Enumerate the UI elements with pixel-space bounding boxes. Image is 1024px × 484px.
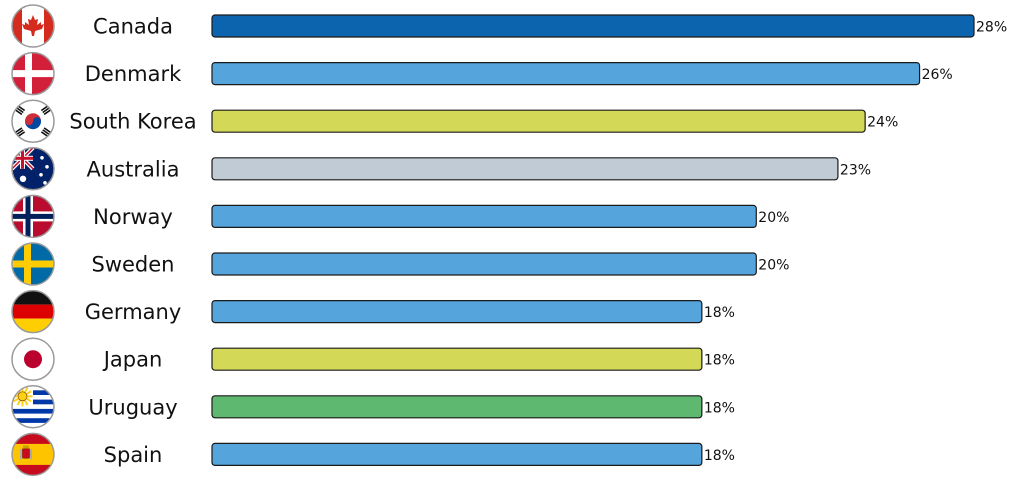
bar-row-germany: Germany 18% [11, 289, 735, 334]
category-label: Norway [93, 205, 173, 229]
spain-flag-icon [11, 432, 55, 477]
category-label: Japan [102, 348, 163, 372]
uruguay-flag-icon [11, 385, 55, 429]
canada-flag-icon [11, 4, 55, 48]
bar [211, 157, 839, 181]
bar [211, 61, 921, 86]
value-label: 23% [840, 162, 871, 178]
value-label: 18% [704, 353, 735, 369]
bar [211, 252, 757, 276]
category-label: South Korea [69, 110, 196, 134]
category-label: Denmark [85, 62, 182, 86]
category-label: Uruguay [88, 395, 177, 419]
bar [211, 300, 703, 324]
bar-row-canada: Canada 28% [11, 4, 1007, 48]
category-label: Sweden [92, 253, 175, 277]
category-label: Germany [85, 300, 182, 324]
bar [211, 204, 757, 228]
bar [211, 14, 975, 38]
value-label: 20% [758, 210, 789, 226]
bar-row-south-korea: South Korea 24% [11, 99, 898, 143]
category-label: Canada [93, 15, 173, 39]
bar [211, 347, 703, 371]
south-korea-flag-icon [11, 99, 55, 143]
japan-flag-icon [11, 337, 55, 381]
bar-row-spain: Spain 18% [11, 432, 735, 477]
value-label: 18% [704, 448, 735, 464]
norway-flag-icon [11, 194, 55, 239]
bar [211, 395, 703, 419]
value-label: 20% [758, 258, 789, 274]
value-label: 18% [704, 400, 735, 416]
value-label: 28% [976, 20, 1007, 36]
australia-flag-icon [11, 147, 55, 191]
bar-row-denmark: Denmark 26% [11, 51, 953, 96]
value-label: 24% [867, 115, 898, 131]
value-label: 18% [704, 305, 735, 321]
bar-row-uruguay: Uruguay 18% [11, 385, 735, 429]
bar-row-norway: Norway 20% [11, 194, 789, 239]
bar-row-australia: Australia 23% [11, 147, 871, 191]
denmark-flag-icon [11, 51, 55, 96]
category-label: Australia [87, 157, 180, 181]
bar-row-japan: Japan 18% [11, 337, 735, 381]
bar [211, 109, 866, 133]
germany-flag-icon [11, 289, 55, 334]
value-label: 26% [922, 67, 953, 83]
bar-row-sweden: Sweden 20% [11, 242, 789, 286]
category-label: Spain [104, 443, 163, 467]
sweden-flag-icon [11, 242, 55, 286]
bar [211, 442, 703, 466]
